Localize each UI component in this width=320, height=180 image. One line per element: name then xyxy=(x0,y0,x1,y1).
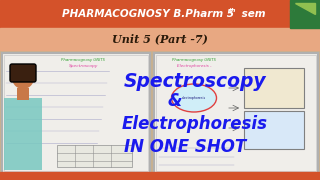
Polygon shape xyxy=(295,3,315,14)
Text: Spectroscopy: Spectroscopy xyxy=(69,64,98,68)
Bar xyxy=(4,98,42,170)
Bar xyxy=(290,0,320,28)
Bar xyxy=(0,172,320,180)
Bar xyxy=(57,145,132,167)
Bar xyxy=(0,50,320,180)
Text: Unit 5 (Part -7): Unit 5 (Part -7) xyxy=(112,33,208,44)
Bar xyxy=(2,53,150,173)
Bar xyxy=(154,53,318,173)
Text: Pharmacognosy UNIT5: Pharmacognosy UNIT5 xyxy=(61,58,106,62)
Text: IN ONE SHOT: IN ONE SHOT xyxy=(124,138,246,156)
Text: Spectroscopy: Spectroscopy xyxy=(124,72,266,91)
Text: sem: sem xyxy=(238,9,266,19)
FancyBboxPatch shape xyxy=(10,64,36,82)
Text: PHARMACOGNOSY B.Pharm 5: PHARMACOGNOSY B.Pharm 5 xyxy=(62,9,234,19)
Circle shape xyxy=(12,67,34,89)
Bar xyxy=(0,28,320,50)
Bar xyxy=(156,55,316,171)
Text: &: & xyxy=(168,92,182,110)
Text: Electrophoresis: Electrophoresis xyxy=(122,115,268,133)
Text: Pharmacognosy UNIT5: Pharmacognosy UNIT5 xyxy=(172,58,216,62)
Text: Electrophoresis -: Electrophoresis - xyxy=(177,64,211,68)
Bar xyxy=(4,55,148,171)
Ellipse shape xyxy=(172,84,217,112)
Bar xyxy=(244,111,304,149)
Bar xyxy=(244,68,304,108)
Text: electrophoresis: electrophoresis xyxy=(182,96,206,100)
Bar xyxy=(0,0,320,28)
Bar xyxy=(17,88,29,100)
Text: th: th xyxy=(229,8,236,12)
